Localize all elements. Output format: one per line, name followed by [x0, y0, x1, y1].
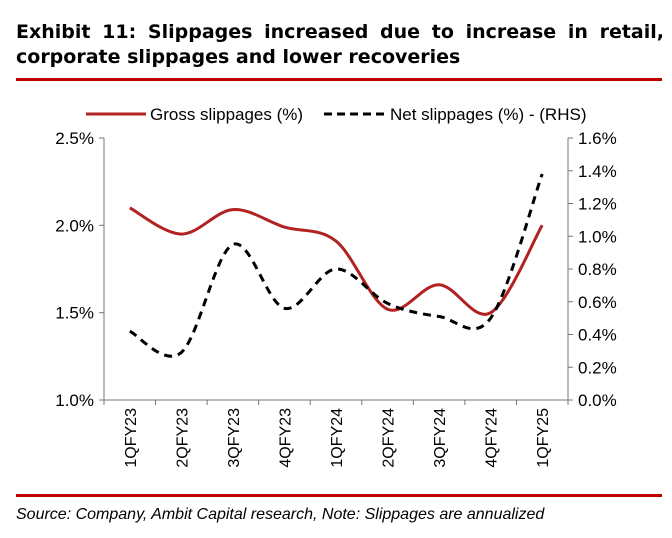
x-tick-label: 3QFY24: [432, 408, 449, 468]
y-right-tick-label: 0.6%: [578, 293, 617, 312]
x-tick-label: 2QFY24: [381, 408, 398, 468]
y-right-tick-label: 1.6%: [578, 129, 617, 148]
top-divider: [16, 78, 662, 81]
gross-slippages-line: [129, 206, 544, 316]
y-left-tick-label: 1.0%: [55, 391, 94, 410]
x-tick-label: 3QFY23: [226, 408, 243, 468]
legend-net-label: Net slippages (%) - (RHS): [390, 105, 587, 124]
y-left-tick-label: 1.5%: [55, 304, 94, 323]
legend: Gross slippages (%) Net slippages (%) - …: [86, 105, 587, 124]
chart-title: Exhibit 11: Slippages increased due to i…: [16, 20, 664, 70]
x-tick-label: 1QFY25: [535, 408, 552, 468]
y-right-tick-label: 1.2%: [578, 195, 617, 214]
title-line-1: Exhibit 11: Slippages increased due to i…: [16, 21, 664, 43]
y-left-tick-label: 2.0%: [55, 216, 94, 235]
y-right-tick-label: 1.4%: [578, 162, 617, 181]
y-right-tick-label: 1.0%: [578, 227, 617, 246]
axes: 1.0% 1.5% 2.0% 2.5% 0.0% 0.2% 0.4% 0.6% 0.8% 1.0%…: [55, 129, 617, 468]
title-line-2: corporate slippages and lower recoveries: [16, 46, 461, 68]
x-tick-label: 2QFY23: [174, 408, 191, 468]
y-right-tick-label: 0.4%: [578, 326, 617, 345]
series-layer: [129, 173, 544, 358]
source-note: Source: Company, Ambit Capital research,…: [16, 506, 545, 523]
x-tick-label: 1QFY23: [123, 408, 140, 468]
x-tick-label: 4QFY23: [277, 408, 294, 468]
y-left-tick-label: 2.5%: [55, 129, 94, 148]
legend-gross-label: Gross slippages (%): [150, 105, 303, 124]
y-right-tick-label: 0.8%: [578, 260, 617, 279]
bottom-divider: [16, 494, 662, 497]
y-right-tick-label: 0.0%: [578, 391, 617, 410]
x-tick-label: 4QFY24: [484, 408, 501, 468]
net-slippages-line: [129, 173, 544, 358]
x-tick-label: 1QFY24: [329, 408, 346, 468]
y-right-tick-label: 0.2%: [578, 358, 617, 377]
line-chart: Gross slippages (%) Net slippages (%) - …: [55, 105, 617, 468]
